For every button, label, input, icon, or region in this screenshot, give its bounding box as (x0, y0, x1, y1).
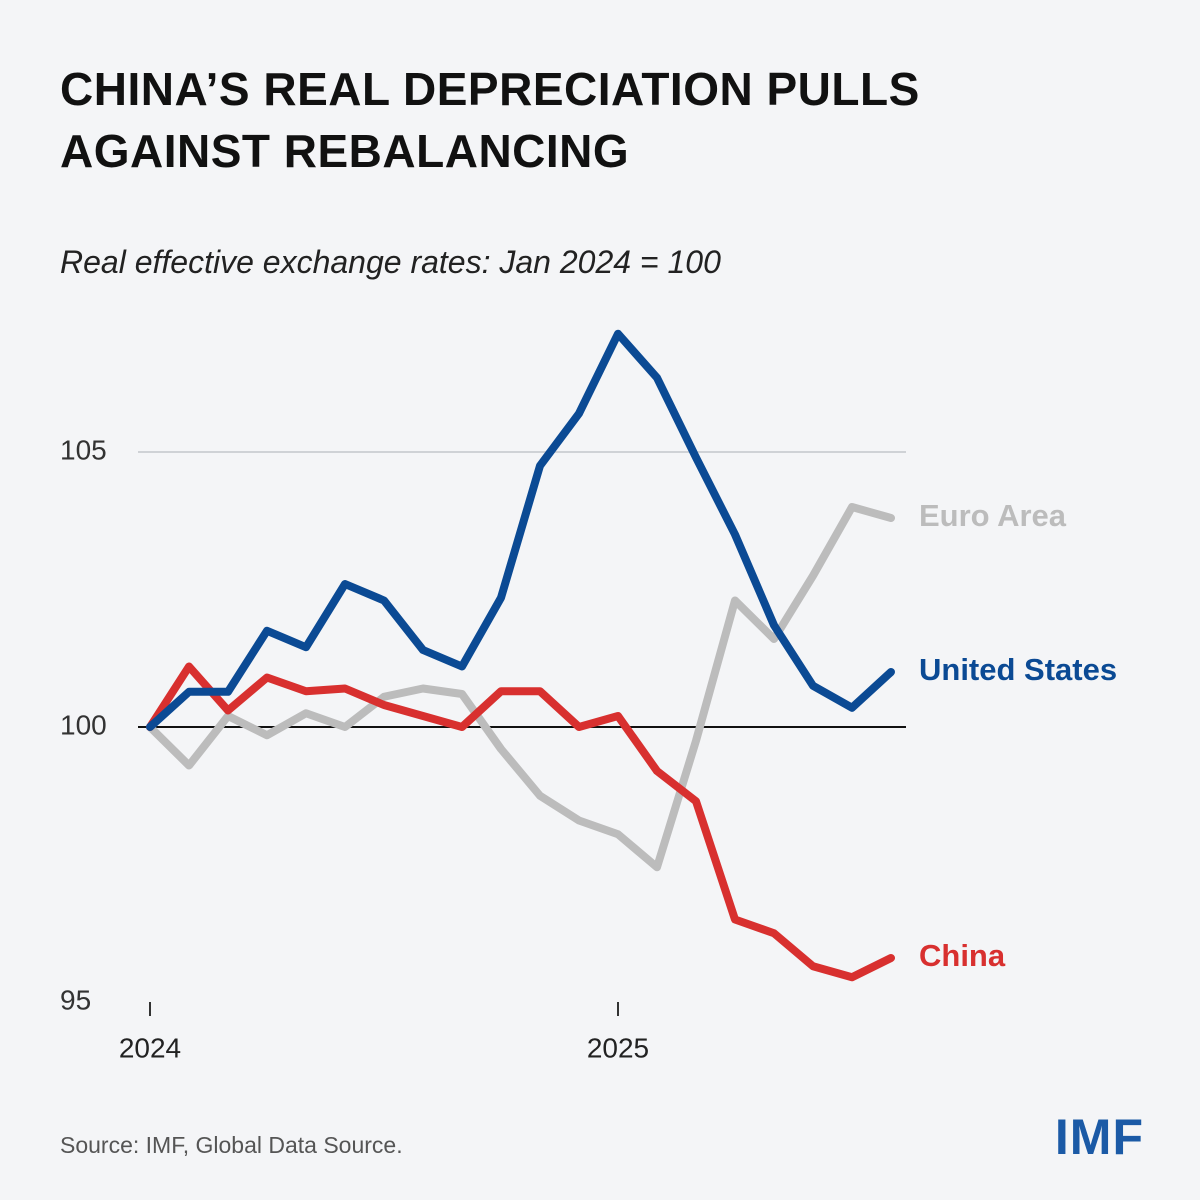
x-tick-label: 2024 (119, 1032, 181, 1063)
y-tick-label: 105 (60, 434, 107, 465)
series-line (146, 662, 895, 982)
source-note: Source: IMF, Global Data Source. (60, 1132, 403, 1158)
logo: IMF (1054, 1109, 1144, 1165)
series-line (146, 329, 895, 731)
series-label: Euro Area (919, 498, 1067, 533)
series-label: United States (919, 652, 1117, 687)
series-label: China (919, 938, 1006, 973)
y-tick-label: 95 (60, 984, 91, 1015)
chart-title: CHINA’S REAL DEPRECIATION PULLS AGAINST … (60, 63, 920, 177)
series-line (146, 503, 895, 872)
y-tick-label: 100 (60, 709, 107, 740)
x-tick-label: 2025 (587, 1032, 649, 1063)
chart-subtitle: Real effective exchange rates: Jan 2024 … (60, 244, 721, 280)
